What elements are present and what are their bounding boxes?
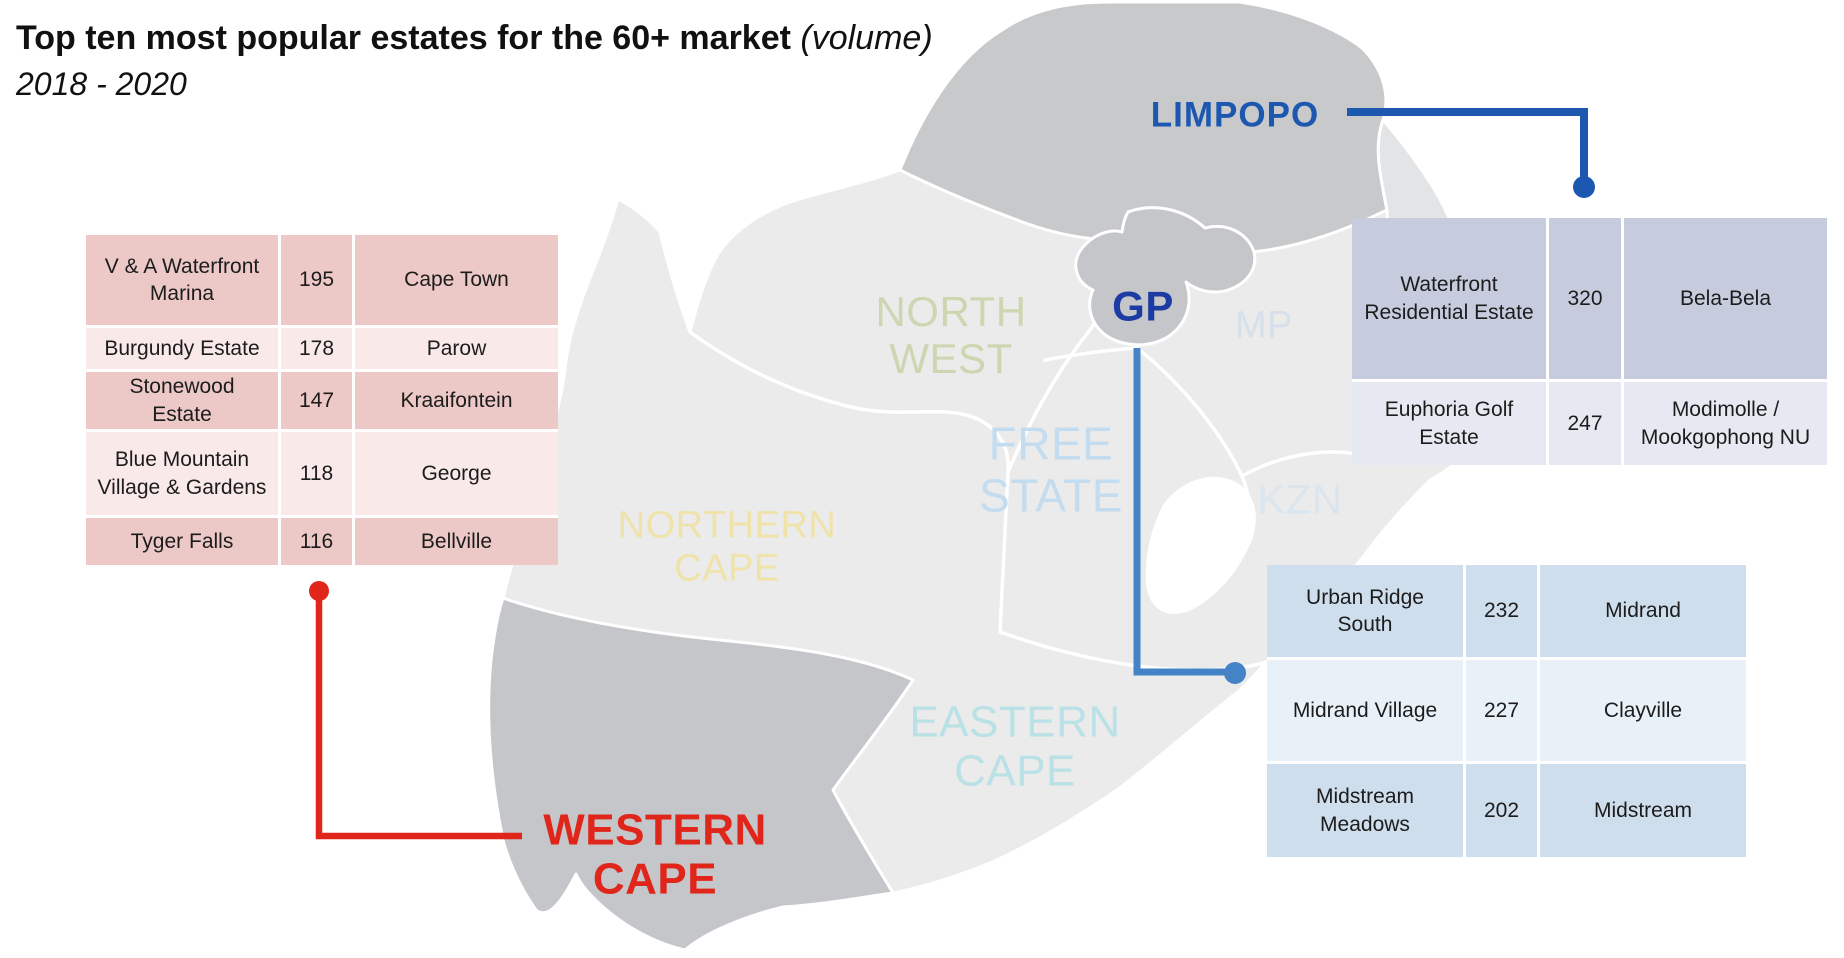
label-kzn: KZN: [1257, 475, 1343, 523]
estate-name: Tyger Falls: [86, 518, 278, 565]
page-title-volume: (volume): [800, 19, 933, 57]
estate-name: Urban Ridge South: [1267, 565, 1463, 657]
limpopo-table: Waterfront Residential Estate 320 Bela-B…: [1352, 218, 1827, 465]
province-gauteng: [1074, 206, 1257, 347]
estate-location: Modimolle / Mookgophong NU: [1624, 382, 1827, 465]
estate-name: Blue Mountain Village & Gardens: [86, 432, 278, 515]
label-limpopo: LIMPOPO: [1150, 95, 1320, 135]
estate-location: Bela-Bela: [1624, 218, 1827, 379]
limpopo-connector: [1347, 108, 1595, 198]
estate-name: Stonewood Estate: [86, 372, 278, 429]
label-gauteng: GP: [1112, 282, 1174, 330]
estate-volume: 147: [281, 372, 352, 429]
estate-volume: 178: [281, 328, 352, 369]
page-title: Top ten most popular estates for the 60+…: [16, 19, 933, 57]
estate-volume: 195: [281, 235, 352, 325]
lesotho-cutout: [1145, 476, 1256, 614]
estate-name: Euphoria Golf Estate: [1352, 382, 1546, 465]
estate-location: Midrand: [1540, 565, 1746, 657]
label-eastern-cape: EASTERN CAPE: [909, 697, 1121, 796]
estate-name: Midrand Village: [1267, 660, 1463, 761]
estate-volume: 202: [1466, 764, 1537, 857]
label-north-west: NORTH WEST: [875, 287, 1027, 382]
limpopo-connector-dot: [1573, 176, 1595, 198]
estate-volume: 232: [1466, 565, 1537, 657]
label-mpumalanga: MP: [1235, 304, 1293, 347]
estate-location: George: [355, 432, 558, 515]
label-western-cape: WESTERN CAPE: [543, 805, 767, 904]
estate-location: Cape Town: [355, 235, 558, 325]
title-block: Top ten most popular estates for the 60+…: [16, 16, 933, 106]
province-western-cape: [487, 596, 915, 952]
western-cape-connector: [309, 581, 522, 840]
estate-location: Clayville: [1540, 660, 1746, 761]
estate-name: Midstream Meadows: [1267, 764, 1463, 857]
label-free-state: FREE STATE: [979, 417, 1123, 521]
western-cape-table: V & A Waterfront Marina 195 Cape Town Bu…: [86, 235, 558, 565]
estate-name: V & A Waterfront Marina: [86, 235, 278, 325]
estate-volume: 227: [1466, 660, 1537, 761]
estate-volume: 247: [1549, 382, 1621, 465]
estate-name: Waterfront Residential Estate: [1352, 218, 1546, 379]
label-northern-cape: NORTHERN CAPE: [617, 504, 837, 589]
estate-location: Midstream: [1540, 764, 1746, 857]
page-subtitle: 2018 - 2020: [16, 66, 187, 103]
estate-location: Kraaifontein: [355, 372, 558, 429]
estate-volume: 116: [281, 518, 352, 565]
estate-name: Burgundy Estate: [86, 328, 278, 369]
gauteng-table: Urban Ridge South 232 Midrand Midrand Vi…: [1267, 565, 1746, 857]
estate-location: Parow: [355, 328, 558, 369]
estate-location: Bellville: [355, 518, 558, 565]
estate-volume: 320: [1549, 218, 1621, 379]
gauteng-connector-dot: [1224, 662, 1246, 684]
estate-volume: 118: [281, 432, 352, 515]
gauteng-connector: [1133, 348, 1246, 684]
